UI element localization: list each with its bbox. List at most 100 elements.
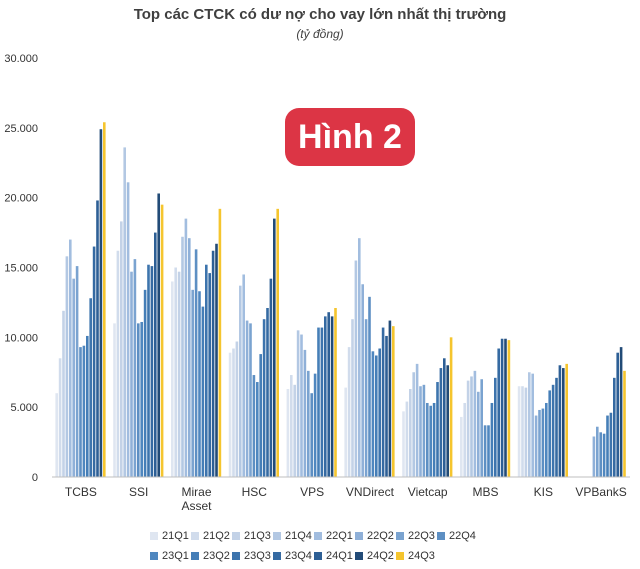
bar-23q1 xyxy=(82,345,86,477)
bar-24q3 xyxy=(392,326,395,477)
bar-21q2 xyxy=(405,401,409,477)
bar-21q3 xyxy=(524,387,528,477)
bar-24q1 xyxy=(269,278,273,477)
bar-21q3 xyxy=(120,221,123,477)
legend-swatch xyxy=(314,552,322,560)
bar-22q4 xyxy=(541,408,545,477)
y-tick-label: 20.000 xyxy=(4,193,38,205)
bar-23q4 xyxy=(497,348,500,477)
legend-row: 21Q1 21Q2 21Q3 21Q4 22Q1 22Q2 22Q3 22Q4 xyxy=(150,526,480,546)
bar-22q3 xyxy=(364,319,368,477)
bar-21q4 xyxy=(239,285,242,477)
bar-22q2 xyxy=(534,415,538,477)
x-tick-label: VPS xyxy=(300,485,324,499)
bar-23q4 xyxy=(150,266,154,477)
bar-22q1 xyxy=(242,274,245,477)
bar-23q2 xyxy=(432,402,436,477)
legend-swatch xyxy=(396,532,404,540)
bar-23q4 xyxy=(92,246,96,477)
legend-label: 23Q4 xyxy=(285,550,312,562)
bar-24q2 xyxy=(273,218,276,477)
bar-21q4 xyxy=(65,256,69,477)
bar-23q2 xyxy=(375,355,378,477)
figure-badge: Hình 2 xyxy=(285,108,415,166)
bar-22q2 xyxy=(303,349,307,477)
bar-23q1 xyxy=(140,321,143,477)
bar-21q4 xyxy=(354,260,358,477)
bar-22q4 xyxy=(79,347,82,477)
bar-22q4 xyxy=(194,249,198,477)
legend-label: 24Q3 xyxy=(408,550,435,562)
bar-23q1 xyxy=(256,382,259,477)
bar-24q2 xyxy=(619,347,623,477)
bar-21q1 xyxy=(402,411,405,477)
x-tick-label: VNDirect xyxy=(346,485,395,499)
bar-22q2 xyxy=(72,278,75,477)
bar-24q3 xyxy=(276,208,279,477)
legend-row: 23Q1 23Q2 23Q3 23Q4 24Q1 24Q2 24Q3 xyxy=(150,546,480,566)
bar-23q3 xyxy=(494,377,497,477)
bar-23q2 xyxy=(606,415,609,477)
legend-label: 21Q3 xyxy=(244,530,271,542)
legend-item: 23Q1 xyxy=(150,550,189,562)
bar-22q1 xyxy=(415,363,419,477)
bar-24q1 xyxy=(558,365,562,477)
bar-22q3 xyxy=(422,384,426,477)
bar-21q3 xyxy=(62,310,65,477)
bar-21q1 xyxy=(113,323,116,477)
bar-22q4 xyxy=(483,425,487,477)
bar-23q2 xyxy=(143,289,147,477)
bar-21q3 xyxy=(466,380,470,477)
legend-label: 21Q4 xyxy=(285,530,312,542)
bar-22q3 xyxy=(133,259,137,477)
bar-22q1 xyxy=(473,370,477,477)
chart-subtitle: (tỷ đồng) xyxy=(296,27,344,41)
x-tick-label: KIS xyxy=(534,485,553,499)
legend-swatch xyxy=(355,532,363,540)
legend-label: 22Q4 xyxy=(449,530,476,542)
bar-24q1 xyxy=(616,352,619,477)
y-tick-label: 10.000 xyxy=(4,332,38,344)
bar-21q3 xyxy=(351,319,354,477)
legend-item: 23Q4 xyxy=(273,550,312,562)
bar-24q3 xyxy=(623,370,626,477)
legend-label: 23Q3 xyxy=(244,550,271,562)
bar-24q3 xyxy=(103,122,106,477)
legend-item: 22Q3 xyxy=(396,530,435,542)
legend-label: 22Q1 xyxy=(326,530,353,542)
bar-22q2 xyxy=(419,386,422,477)
bar-24q3 xyxy=(218,208,222,477)
bar-22q1 xyxy=(69,239,72,477)
bar-23q4 xyxy=(613,377,616,477)
bar-23q1 xyxy=(487,425,490,477)
bar-24q3 xyxy=(160,204,164,477)
legend-item: 21Q1 xyxy=(150,530,189,542)
bar-23q4 xyxy=(324,316,327,477)
bar-chart: 0 5.000 10.000 15.000 20.000 25.000 30.000 TCB… xyxy=(4,53,630,513)
bar-22q4 xyxy=(599,432,602,477)
bar-22q3 xyxy=(596,426,599,477)
bar-23q3 xyxy=(89,298,92,477)
legend-swatch xyxy=(232,552,240,560)
x-tick-label: HSC xyxy=(242,485,268,499)
x-tick-label: Mirae xyxy=(181,485,211,499)
legend-swatch xyxy=(232,532,240,540)
bar-24q1 xyxy=(96,200,99,477)
bar-23q1 xyxy=(198,291,201,477)
legend-item: 24Q1 xyxy=(314,550,353,562)
bar-21q2 xyxy=(174,267,177,477)
bar-23q3 xyxy=(378,348,381,477)
bar-24q1 xyxy=(211,250,215,477)
bar-23q3 xyxy=(320,327,324,477)
bar-21q2 xyxy=(347,347,351,477)
bar-21q2 xyxy=(58,358,62,477)
bar-23q4 xyxy=(266,308,269,477)
legend-item: 22Q1 xyxy=(314,530,353,542)
bar-24q3 xyxy=(449,337,453,477)
bar-21q4 xyxy=(296,330,300,477)
bar-22q3 xyxy=(538,409,541,477)
bar-21q3 xyxy=(293,384,296,477)
legend-item: 21Q4 xyxy=(273,530,312,542)
legend-swatch xyxy=(191,532,199,540)
legend-label: 21Q1 xyxy=(162,530,189,542)
